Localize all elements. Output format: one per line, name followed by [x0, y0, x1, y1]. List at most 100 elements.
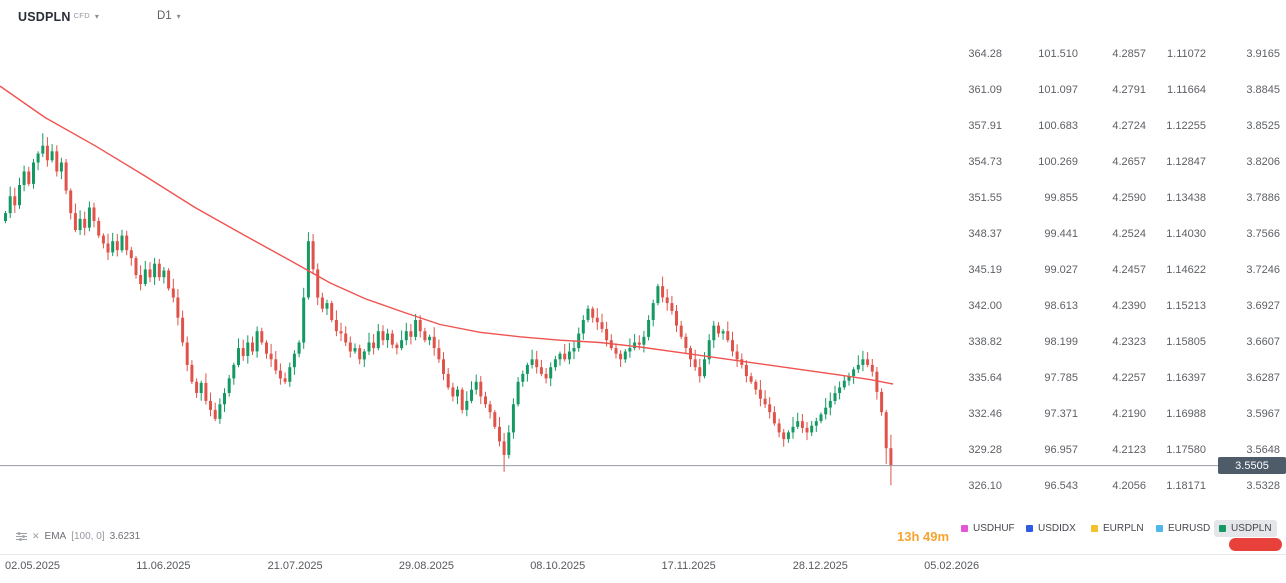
- candle: [330, 300, 334, 323]
- candle: [642, 330, 646, 353]
- price-scale-value-eurpln: 4.2123: [1112, 443, 1146, 456]
- candle: [428, 334, 432, 346]
- candle: [148, 262, 152, 283]
- candle: [432, 327, 436, 356]
- candle: [824, 398, 828, 420]
- legend-item-usdhuf[interactable]: USDHUF: [956, 520, 1020, 537]
- candle: [880, 388, 884, 416]
- x-axis-date: 05.02.2026: [924, 560, 980, 572]
- price-scale-value-usdpln: 3.7886: [1246, 191, 1280, 204]
- candle: [125, 230, 129, 256]
- candle: [320, 292, 324, 313]
- candle: [828, 392, 832, 416]
- legend-label: USDPLN: [1231, 523, 1272, 534]
- x-axis-date: 28.12.2025: [792, 560, 848, 572]
- candle: [325, 299, 329, 315]
- candle: [661, 276, 665, 303]
- candle: [651, 299, 655, 327]
- candle: [274, 350, 278, 375]
- x-axis-date: 08.10.2025: [530, 560, 586, 572]
- legend-color-swatch: [1156, 525, 1163, 532]
- legend-item-usdpln[interactable]: USDPLN: [1214, 520, 1277, 537]
- price-scale-value-usdidx: 96.543: [1044, 479, 1078, 492]
- ema-line: [0, 85, 894, 385]
- candle: [796, 412, 800, 429]
- candle: [693, 349, 697, 371]
- candle: [763, 390, 767, 408]
- candle: [36, 151, 40, 171]
- legend-item-usdidx[interactable]: USDIDX: [1021, 520, 1081, 537]
- instrument-selector[interactable]: USDPLN CFD ▾: [18, 10, 99, 24]
- indicator-params: [100, 0]: [71, 531, 105, 542]
- price-scale-value-eurusd: 1.14030: [1166, 227, 1206, 240]
- candle: [395, 342, 399, 355]
- instrument-symbol: USDPLN: [18, 10, 71, 24]
- candle: [768, 397, 772, 419]
- price-scale-value-usdidx: 99.027: [1044, 263, 1078, 276]
- candle: [316, 263, 320, 306]
- timeframe-selector[interactable]: D1 ▾: [157, 10, 181, 22]
- price-scale-value-usdpln: 3.5328: [1246, 479, 1280, 492]
- candle: [181, 310, 185, 347]
- x-axis-date: 21.07.2025: [267, 560, 323, 572]
- price-scale-value-usdhuf: 345.19: [968, 263, 1002, 276]
- candle: [278, 363, 282, 385]
- candle: [847, 372, 851, 386]
- candle: [521, 370, 525, 387]
- price-scale-value-eurpln: 4.2791: [1112, 83, 1146, 96]
- candle: [731, 331, 734, 357]
- candle: [600, 313, 604, 333]
- candle: [679, 320, 683, 340]
- price-scale-value-usdhuf: 338.82: [968, 335, 1002, 348]
- candle: [684, 333, 688, 353]
- candle: [13, 187, 17, 213]
- price-scale-value-usdidx: 97.785: [1044, 371, 1078, 384]
- indicator-settings-icon[interactable]: [16, 532, 27, 541]
- candle: [758, 380, 762, 407]
- candle: [22, 165, 26, 192]
- red-indicator-button[interactable]: [1229, 538, 1282, 551]
- candle: [195, 378, 199, 398]
- candle: [577, 327, 581, 352]
- price-scale-value-eurusd: 1.15805: [1166, 335, 1206, 348]
- candle: [302, 287, 306, 349]
- price-scale-value-eurpln: 4.2190: [1112, 407, 1146, 420]
- candle: [605, 321, 609, 347]
- price-scale-value-eurpln: 4.2056: [1112, 479, 1146, 492]
- candle: [73, 203, 77, 233]
- candle: [414, 314, 418, 341]
- legend-label: USDIDX: [1038, 523, 1076, 534]
- candle: [856, 355, 860, 373]
- price-scale-value-eurpln: 4.2457: [1112, 263, 1146, 276]
- price-scale-value-usdhuf: 361.09: [968, 83, 1002, 96]
- candle: [833, 385, 837, 405]
- candle: [437, 339, 441, 363]
- candle: [97, 217, 101, 238]
- legend-item-eurpln[interactable]: EURPLN: [1086, 520, 1149, 537]
- candle: [498, 417, 501, 447]
- candle: [64, 159, 68, 195]
- candle: [241, 339, 245, 361]
- price-scale-value-usdhuf: 357.91: [968, 119, 1002, 132]
- legend-color-swatch: [1091, 525, 1098, 532]
- candle: [442, 352, 445, 381]
- price-scale-value-eurpln: 4.2857: [1112, 48, 1146, 60]
- candle: [209, 392, 212, 417]
- candle: [185, 336, 189, 372]
- price-scale-value-usdidx: 98.199: [1044, 335, 1078, 348]
- candle: [199, 380, 203, 401]
- price-scale-value-usdpln: 3.8525: [1246, 119, 1280, 132]
- price-scale-value-eurusd: 1.12847: [1166, 155, 1206, 168]
- candle: [810, 420, 814, 436]
- legend-color-swatch: [961, 525, 968, 532]
- candle: [390, 330, 394, 349]
- candle: [120, 229, 124, 253]
- candle: [404, 322, 408, 346]
- indicator-remove-icon[interactable]: ✕: [32, 531, 40, 541]
- legend-item-eurusd[interactable]: EURUSD: [1151, 520, 1215, 537]
- candle: [628, 338, 632, 358]
- candle: [157, 259, 161, 281]
- price-scale-value-usdpln: 3.7246: [1246, 263, 1280, 276]
- candle: [111, 232, 115, 257]
